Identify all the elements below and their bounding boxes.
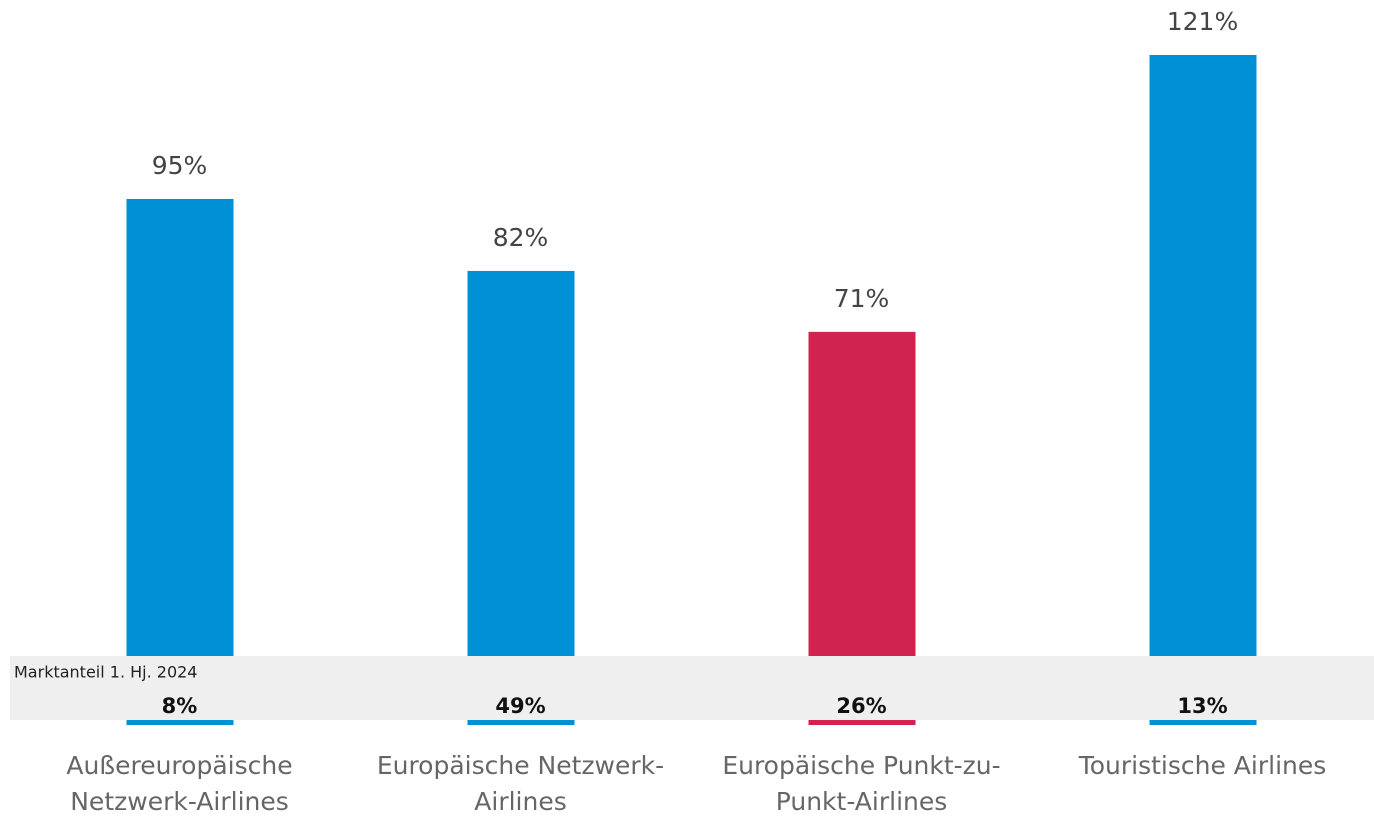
x-tick-label: Europäische Netzwerk-Airlines — [376, 751, 665, 816]
x-tick-label: Europäische Punkt-zu-Punkt-Airlines — [722, 751, 1001, 816]
share-value: 13% — [1177, 694, 1227, 718]
value-label: 121% — [1167, 7, 1238, 36]
value-label: 71% — [834, 284, 890, 313]
value-label: 95% — [152, 151, 208, 180]
share-value: 26% — [836, 694, 886, 718]
bar — [1149, 55, 1257, 725]
share-value: 49% — [495, 694, 545, 718]
x-tick-label: Außereuropäische Netzwerk-Airlines — [66, 751, 293, 816]
share-label: Marktanteil 1. Hj. 2024 — [14, 663, 197, 682]
bar — [467, 270, 575, 725]
share-band — [10, 656, 1374, 720]
bar — [126, 198, 234, 726]
share-value: 8% — [162, 694, 198, 718]
value-label: 82% — [493, 223, 549, 252]
x-tick-label: Touristische Airlines — [1078, 751, 1327, 780]
